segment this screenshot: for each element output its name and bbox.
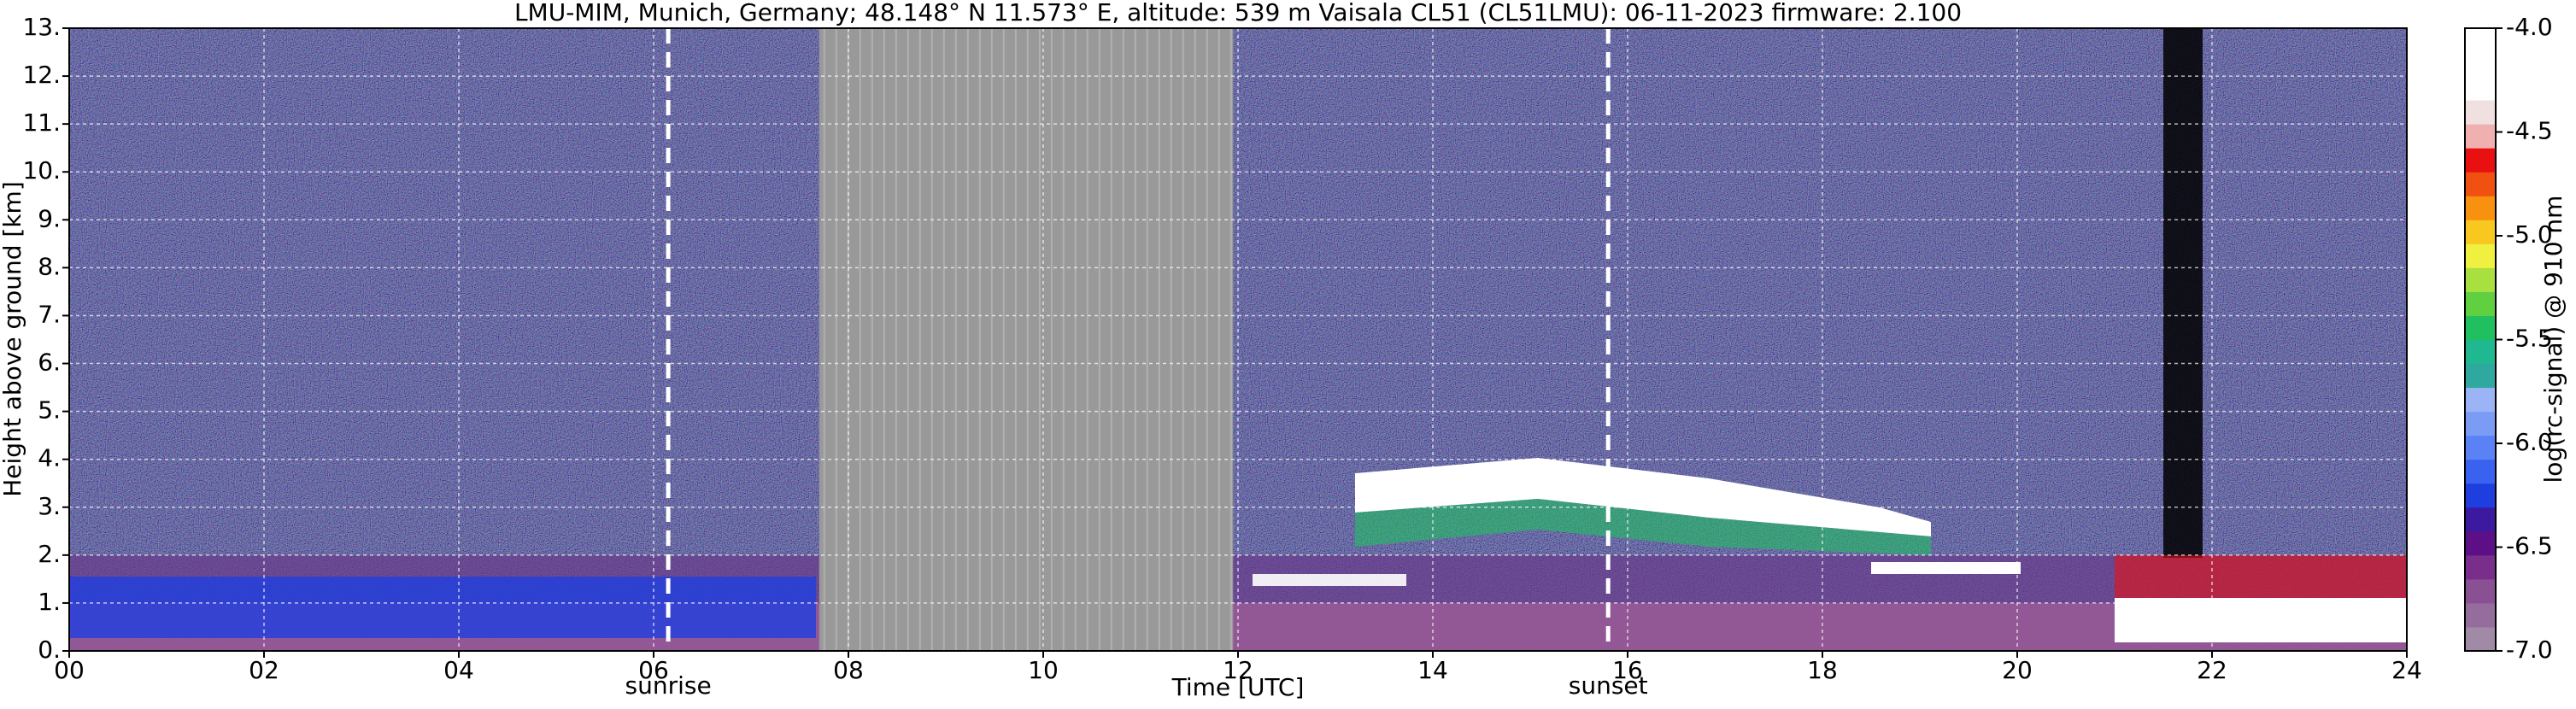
colorbar-segment	[2465, 363, 2496, 389]
colorbar-segment	[2465, 626, 2496, 652]
no-data	[819, 28, 1234, 651]
marker-label: sunset	[1569, 671, 1648, 700]
y-tick-label: 4.	[38, 444, 61, 472]
y-tick-label: 11.	[22, 108, 61, 137]
colorbar-tick-label: -4.5	[2506, 117, 2553, 145]
aerosol-layer	[69, 577, 816, 638]
y-tick-label: 10.	[22, 156, 61, 185]
colorbar-tick-label: -7.0	[2506, 636, 2553, 664]
y-tick-label: 13.	[22, 13, 61, 41]
colorbar-tick-label: -4.0	[2506, 13, 2553, 41]
y-tick-label: 0.	[38, 636, 61, 664]
colorbar-segment	[2465, 196, 2496, 220]
cloud-edge	[2115, 555, 2407, 598]
dark-column	[2163, 28, 2203, 558]
y-tick-label: 9.	[38, 204, 61, 232]
colorbar-segment	[2465, 172, 2496, 196]
y-tick-label: 5.	[38, 396, 61, 425]
y-tick-label: 7.	[38, 300, 61, 328]
plot-frame	[68, 27, 2408, 652]
colorbar-segment	[2465, 578, 2496, 604]
colorbar-segment	[2465, 339, 2496, 365]
y-tick-label: 3.	[38, 492, 61, 520]
cloud	[1355, 458, 1931, 536]
y-tick-label: 12.	[22, 61, 61, 89]
y-tick-label: 1.	[38, 588, 61, 616]
cloud	[1871, 562, 2021, 574]
colorbar-segment	[2465, 124, 2496, 149]
cloud	[1253, 574, 1406, 586]
x-tick-label: 18	[1807, 656, 1838, 684]
x-tick-label: 22	[2197, 656, 2227, 684]
y-tick-label: 8.	[38, 252, 61, 280]
colorbar-segment	[2465, 220, 2496, 244]
cloud-edge	[1355, 499, 1931, 555]
cloud	[2115, 598, 2407, 642]
x-axis-label: Time [UTC]	[1171, 673, 1305, 701]
colorbar-segment	[2465, 28, 2496, 53]
colorbar-segment	[2465, 76, 2496, 101]
colorbar-segment	[2465, 530, 2496, 556]
x-tick-label: 00	[54, 656, 85, 684]
colorbar-segment	[2465, 315, 2496, 340]
colorbar-segment	[2465, 148, 2496, 173]
colorbar-tick-label: -6.0	[2506, 428, 2553, 456]
y-tick-label: 2.	[38, 540, 61, 568]
colorbar-segment	[2465, 243, 2496, 268]
x-tick-label: 10	[1028, 656, 1059, 684]
colorbar-segment	[2465, 507, 2496, 532]
colorbar-segment	[2465, 291, 2496, 316]
colorbar-tick-label: -6.5	[2506, 532, 2553, 560]
chart-title: LMU-MIM, Munich, Germany; 48.148° N 11.5…	[514, 0, 1962, 26]
colorbar-segment	[2465, 52, 2496, 77]
colorbar-segment	[2465, 100, 2496, 125]
x-tick-label: 02	[249, 656, 279, 684]
colorbar-segment	[2465, 554, 2496, 580]
colorbar-segment	[2465, 483, 2496, 508]
x-tick-label: 16	[1612, 656, 1643, 684]
colorbar-label: log(rc-signal) @ 910 nm	[2539, 196, 2567, 483]
y-tick-label: 6.	[38, 349, 61, 377]
x-tick-label: 14	[1417, 656, 1448, 684]
x-tick-label: 20	[2002, 656, 2033, 684]
x-tick-label: 24	[2391, 656, 2422, 684]
y-axis-label: Height above ground [km]	[0, 181, 26, 497]
colorbar-segment	[2465, 435, 2496, 460]
x-tick-label: 06	[638, 656, 669, 684]
colorbar-tick-label: -5.0	[2506, 220, 2553, 249]
colorbar-tick-label: -5.5	[2506, 325, 2553, 353]
colorbar-segment	[2465, 267, 2496, 292]
colorbar-segment	[2465, 459, 2496, 484]
colorbar-segment	[2465, 387, 2496, 413]
x-tick-label: 08	[833, 656, 864, 684]
marker-label: sunrise	[625, 671, 712, 700]
colorbar-segment	[2465, 411, 2496, 437]
x-tick-label: 04	[443, 656, 474, 684]
colorbar-segment	[2465, 602, 2496, 628]
x-tick-label: 12	[1223, 656, 1253, 684]
